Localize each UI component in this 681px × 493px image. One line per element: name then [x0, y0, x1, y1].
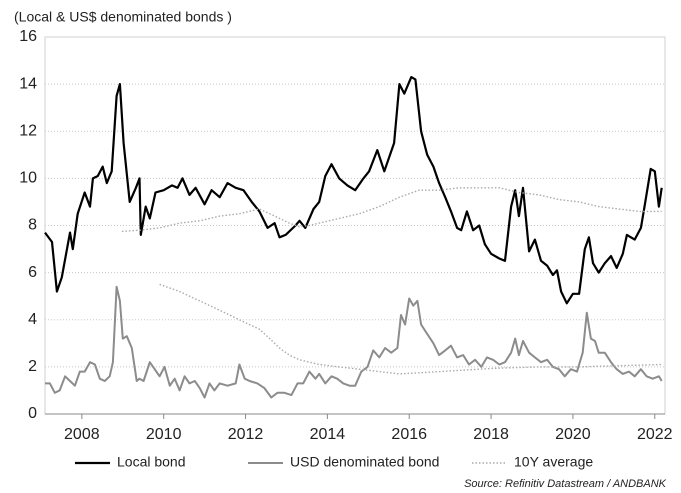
- series-line: [45, 285, 663, 399]
- x-tick-label: 2018: [473, 426, 509, 443]
- y-tick-label: 14: [19, 75, 37, 92]
- legend-label: 10Y average: [514, 454, 593, 470]
- x-tick-label: 2014: [310, 426, 346, 443]
- series-line: [121, 187, 662, 375]
- x-tick-label: 2008: [64, 426, 100, 443]
- y-tick-label: 12: [19, 122, 37, 139]
- y-tick-label: 0: [28, 405, 37, 422]
- x-tick-label: 2012: [228, 426, 264, 443]
- y-tick-label: 10: [19, 170, 37, 187]
- y-tick-label: 2: [28, 358, 37, 375]
- chart-title: (Local & US$ denominated bonds ): [14, 9, 232, 25]
- y-tick-label: 16: [19, 28, 37, 45]
- x-tick-label: 2020: [555, 426, 591, 443]
- legend-label: USD denominated bond: [290, 454, 439, 470]
- x-tick-label: 2016: [391, 426, 427, 443]
- legend-label: Local bond: [117, 454, 186, 470]
- series-line: [44, 76, 663, 305]
- y-tick-label: 6: [28, 264, 37, 281]
- source-note: Source: Refinitiv Datastream / ANDBANK: [464, 478, 667, 490]
- y-tick-label: 8: [28, 217, 37, 234]
- y-tick-label: 4: [28, 311, 37, 328]
- x-tick-label: 2010: [146, 426, 182, 443]
- x-tick-label: 2022: [637, 426, 673, 443]
